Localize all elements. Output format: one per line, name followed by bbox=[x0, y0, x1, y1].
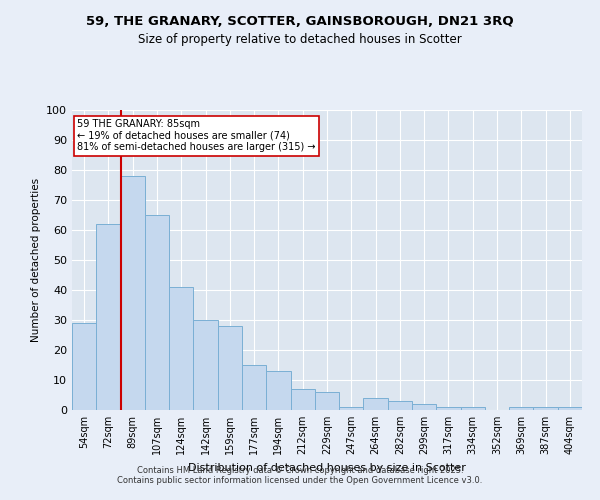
Bar bbox=[412, 404, 436, 410]
Bar bbox=[121, 176, 145, 410]
Y-axis label: Number of detached properties: Number of detached properties bbox=[31, 178, 41, 342]
Bar bbox=[558, 407, 582, 410]
Bar bbox=[364, 398, 388, 410]
Bar bbox=[72, 323, 96, 410]
Bar bbox=[436, 407, 461, 410]
Text: 59, THE GRANARY, SCOTTER, GAINSBOROUGH, DN21 3RQ: 59, THE GRANARY, SCOTTER, GAINSBOROUGH, … bbox=[86, 15, 514, 28]
Text: Contains HM Land Registry data © Crown copyright and database right 2025.
Contai: Contains HM Land Registry data © Crown c… bbox=[118, 466, 482, 485]
Bar bbox=[533, 407, 558, 410]
Bar bbox=[218, 326, 242, 410]
Bar bbox=[290, 389, 315, 410]
Bar bbox=[169, 287, 193, 410]
Text: Size of property relative to detached houses in Scotter: Size of property relative to detached ho… bbox=[138, 32, 462, 46]
Bar bbox=[509, 407, 533, 410]
Text: 59 THE GRANARY: 85sqm
← 19% of detached houses are smaller (74)
81% of semi-deta: 59 THE GRANARY: 85sqm ← 19% of detached … bbox=[77, 119, 316, 152]
Bar bbox=[461, 407, 485, 410]
Bar bbox=[388, 401, 412, 410]
X-axis label: Distribution of detached houses by size in Scotter: Distribution of detached houses by size … bbox=[188, 462, 466, 472]
Bar bbox=[339, 407, 364, 410]
Bar bbox=[315, 392, 339, 410]
Bar bbox=[266, 371, 290, 410]
Bar bbox=[145, 215, 169, 410]
Bar bbox=[96, 224, 121, 410]
Bar bbox=[242, 365, 266, 410]
Bar bbox=[193, 320, 218, 410]
